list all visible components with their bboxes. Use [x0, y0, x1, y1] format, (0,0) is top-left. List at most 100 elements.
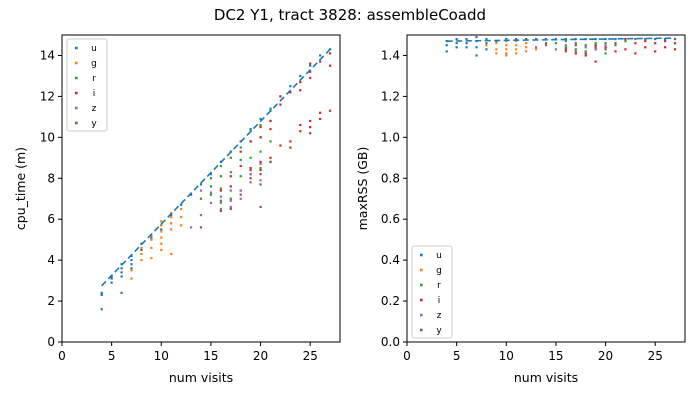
data-point-z [554, 48, 558, 51]
data-point-u [140, 248, 143, 251]
data-point-i [279, 144, 282, 147]
data-point-z [199, 189, 203, 192]
data-point-i [309, 70, 312, 73]
data-point-g [170, 228, 173, 231]
data-point-u [465, 37, 468, 41]
legend-label-z: z [92, 104, 97, 114]
data-point-r [574, 42, 577, 45]
data-point-g [160, 236, 163, 239]
data-point-z [229, 189, 232, 192]
data-point-i [564, 48, 567, 51]
data-point-u [100, 308, 103, 311]
data-point-r [229, 197, 232, 200]
y-tick-label: 0.0 [381, 335, 400, 349]
data-point-g [170, 216, 173, 219]
data-point-u [259, 117, 262, 121]
data-point-u [130, 254, 133, 258]
data-point-z [199, 214, 203, 217]
data-point-i [584, 54, 587, 57]
data-point-u [534, 37, 538, 41]
data-point-i [328, 109, 332, 112]
data-point-y [219, 209, 222, 213]
data-point-i [309, 76, 312, 80]
data-point-g [485, 44, 488, 47]
data-point-i [269, 119, 272, 123]
data-point-i [299, 80, 302, 84]
data-point-r [269, 140, 272, 143]
data-point-y [584, 52, 587, 55]
data-point-u [455, 46, 458, 49]
data-point-y [614, 42, 617, 45]
data-point-z [594, 48, 597, 51]
data-point-y [249, 168, 252, 172]
data-point-i [229, 175, 232, 178]
data-point-g [525, 50, 528, 53]
data-point-z [229, 205, 232, 209]
data-point-g [160, 242, 163, 245]
legend-label-u: u [436, 251, 442, 261]
data-point-y [249, 177, 252, 180]
data-point-i [219, 189, 222, 192]
legend-label-g: g [91, 59, 97, 69]
data-point-u [269, 107, 272, 110]
data-point-g [495, 42, 498, 45]
x-axis-label: num visits [169, 370, 233, 385]
data-point-u [289, 85, 292, 88]
data-point-i [289, 146, 292, 149]
data-point-z [209, 201, 213, 204]
data-point-u [110, 277, 113, 280]
data-point-z [189, 226, 193, 229]
data-point-i [664, 40, 667, 43]
y-tick-label: 0.2 [381, 294, 400, 308]
data-point-z [229, 199, 232, 202]
data-point-u [309, 64, 312, 67]
data-point-i [319, 60, 322, 63]
data-point-g [495, 52, 498, 55]
legend-marker-y [420, 328, 423, 332]
legend-label-g: g [436, 266, 442, 276]
y-tick-label: 8 [47, 171, 55, 185]
data-point-i [239, 150, 242, 153]
data-point-u [515, 37, 518, 41]
legend-marker-i [75, 91, 78, 95]
data-point-i [604, 46, 607, 49]
data-point-r [249, 156, 252, 159]
data-point-r [219, 164, 222, 168]
legend-label-r: r [437, 281, 441, 291]
data-point-i [328, 52, 332, 55]
data-point-i [259, 168, 262, 172]
data-point-u [465, 46, 468, 49]
data-point-i [289, 140, 292, 143]
data-point-y [199, 226, 203, 229]
data-point-r [219, 175, 222, 178]
legend-marker-g [75, 61, 78, 65]
data-point-z [604, 44, 607, 47]
data-point-u [299, 74, 302, 78]
data-point-g [534, 48, 538, 51]
data-point-z [574, 50, 577, 53]
data-point-u [150, 236, 153, 239]
data-point-u [475, 54, 478, 57]
data-point-u [100, 291, 103, 294]
data-point-g [515, 40, 518, 43]
data-point-z [239, 197, 242, 200]
data-point-g [140, 252, 143, 256]
data-point-r [209, 177, 213, 180]
data-point-u [100, 293, 103, 297]
data-point-i [574, 52, 577, 55]
data-point-r [259, 166, 262, 170]
data-point-r [564, 46, 567, 49]
data-point-r [584, 50, 587, 53]
legend-marker-i [420, 298, 423, 302]
data-point-i [309, 132, 312, 135]
data-point-u [525, 37, 528, 41]
y-tick-label: 4 [47, 253, 55, 267]
data-point-g [140, 259, 143, 262]
data-point-u [130, 267, 133, 270]
y-tick-label: 10 [40, 130, 55, 144]
data-point-i [594, 44, 597, 47]
data-point-i [309, 126, 312, 129]
data-point-u [120, 267, 123, 270]
data-point-g [505, 54, 508, 57]
